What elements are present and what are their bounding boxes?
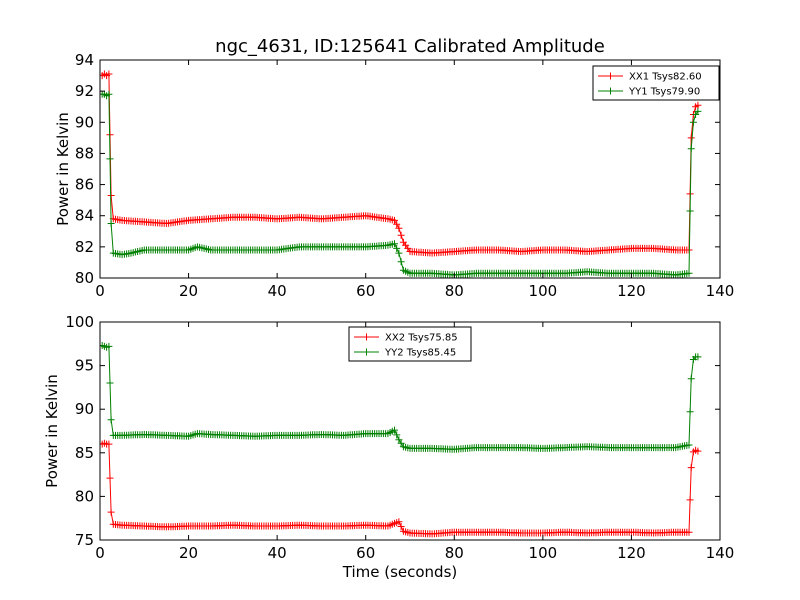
data-point [397, 523, 405, 530]
data-point [393, 244, 401, 252]
data-point [105, 440, 113, 448]
y-tick-label: 90 [75, 400, 94, 418]
legend-label: XX2 Tsys75.85 [385, 333, 458, 344]
y-tick-label: 80 [75, 487, 94, 505]
legend-marker [607, 72, 614, 80]
legend-label: YY1 Tsys79.90 [628, 87, 700, 98]
data-point [397, 231, 405, 239]
data-point [694, 107, 702, 115]
data-point [107, 508, 115, 516]
x-tick-label: 60 [356, 544, 375, 562]
y-tick-label: 100 [65, 313, 94, 331]
x-tick-label: 40 [268, 282, 287, 300]
legend-box [592, 65, 720, 101]
x-tick-label: 80 [445, 282, 464, 300]
data-point [685, 441, 693, 449]
x-tick-label: 0 [95, 544, 105, 562]
data-point [685, 528, 693, 536]
data-point [689, 118, 697, 126]
data-point [391, 216, 398, 224]
series-xx1 [100, 70, 702, 257]
data-point [393, 220, 401, 228]
series-yy2 [100, 342, 702, 453]
x-tick-label: 100 [529, 544, 558, 562]
legend-label: XX1 Tsys82.60 [629, 72, 702, 83]
data-point [694, 101, 702, 109]
data-point [687, 375, 695, 383]
data-point [694, 447, 702, 455]
data-point [686, 408, 694, 416]
data-point [687, 145, 695, 153]
x-tick-label: 20 [179, 544, 198, 562]
legend-marker [363, 348, 370, 356]
y-axis-label: Power in Kelvin [54, 112, 72, 226]
data-point [107, 220, 115, 227]
top-panel: 0 20 40 60 80 100 120 140 80 82 84 86 88 90 92 94 Power … [54, 51, 734, 300]
x-tick-label: 60 [356, 282, 375, 300]
y-tick-label: 94 [75, 51, 94, 69]
data-point [686, 207, 694, 215]
y-tick-label: 88 [75, 144, 94, 162]
data-point [105, 342, 113, 350]
legend: XX2 Tsys75.85 YY2 Tsys85.45 [348, 326, 472, 362]
data-point [687, 134, 695, 142]
y-tick-label: 95 [75, 357, 94, 375]
plot-data [100, 342, 702, 538]
bottom-panel: 0 20 40 60 80 100 120 140 75 80 85 90 95 100 Power in … [43, 313, 734, 581]
legend-marker [607, 87, 614, 95]
x-tick-label: 100 [529, 282, 558, 300]
plot-frame [99, 321, 721, 541]
data-point [391, 426, 398, 434]
y-tick-label: 85 [75, 444, 94, 462]
y-axis-label: Power in Kelvin [43, 374, 61, 488]
data-point [685, 269, 693, 277]
data-point [393, 431, 401, 439]
data-point [397, 258, 405, 266]
legend: XX1 Tsys82.60 YY1 Tsys79.90 [592, 65, 720, 101]
x-tick-label: 80 [445, 544, 464, 562]
x-tick-label: 0 [95, 282, 105, 300]
x-tick-label: 140 [706, 282, 735, 300]
data-point [105, 90, 113, 98]
data-point [105, 70, 113, 78]
data-point [395, 249, 403, 257]
legend-label: YY2 Tsys85.45 [384, 348, 456, 359]
data-point [395, 224, 403, 232]
x-tick-label: 140 [706, 544, 735, 562]
data-point [106, 155, 114, 163]
x-tick-label: 120 [617, 544, 646, 562]
y-tick-label: 86 [75, 176, 94, 194]
y-tick-label: 75 [75, 531, 94, 549]
data-point [686, 496, 694, 504]
y-tick-label: 82 [75, 238, 94, 256]
data-point [395, 518, 403, 526]
x-tick-label: 20 [179, 282, 198, 300]
y-tick-label: 90 [75, 113, 94, 131]
legend-box [348, 326, 472, 362]
x-tick-label: 120 [617, 282, 646, 300]
series-yy1 [100, 90, 702, 278]
x-axis-label: Time (seconds) [342, 563, 458, 581]
legend-marker [363, 333, 370, 341]
data-point [391, 240, 398, 248]
series-xx2 [100, 439, 702, 538]
x-tick-label: 40 [268, 544, 287, 562]
plot-data [100, 70, 702, 278]
y-tick-label: 92 [75, 82, 94, 100]
data-point [687, 464, 695, 472]
plot-frame [99, 59, 721, 279]
y-tick-label: 84 [75, 207, 94, 225]
data-point [106, 379, 114, 387]
data-point [694, 353, 702, 361]
data-point [107, 416, 115, 424]
data-point [106, 474, 114, 482]
y-tick-label: 80 [75, 269, 94, 287]
chart-title: ngc_4631, ID:125641 Calibrated Amplitude [215, 36, 605, 57]
